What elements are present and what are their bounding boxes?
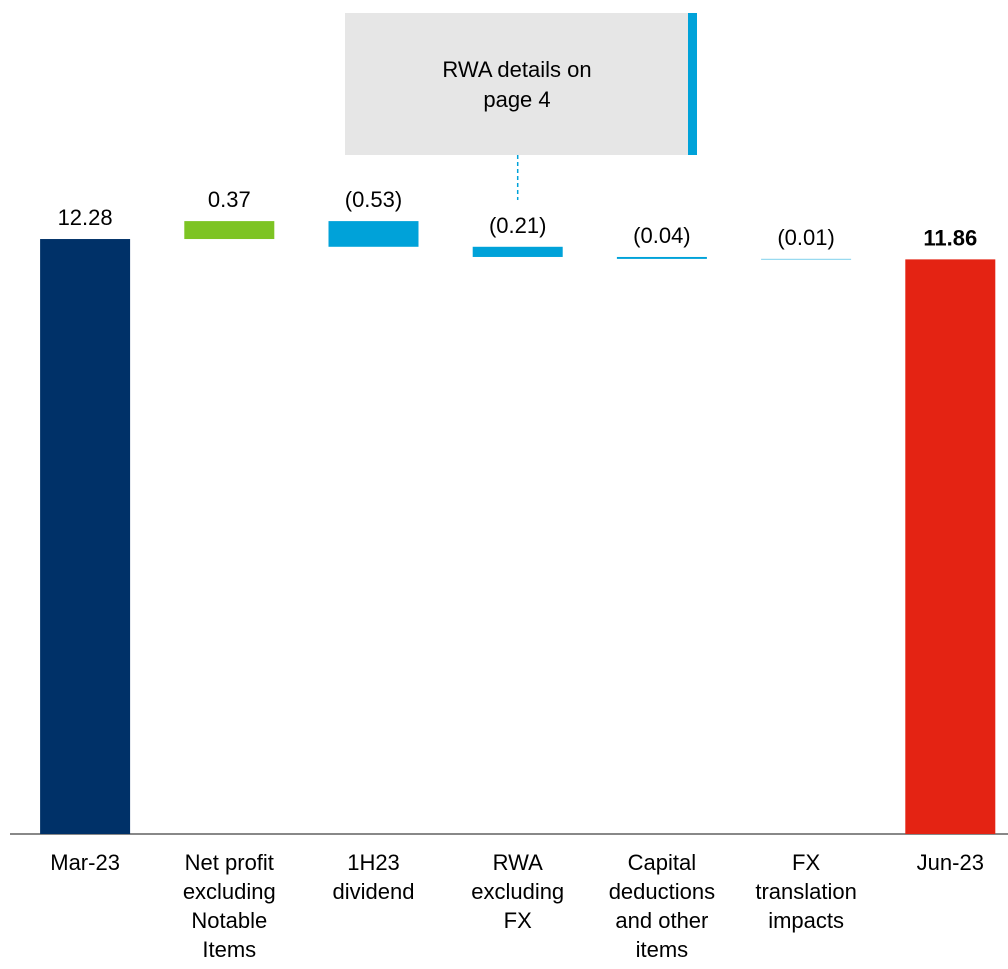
annotation-box xyxy=(345,13,693,155)
value-label: (0.01) xyxy=(777,225,834,250)
value-label: (0.21) xyxy=(489,213,546,238)
annotation-text: RWA details on page 4 xyxy=(442,57,591,112)
bar xyxy=(472,246,563,257)
x-tick-label: RWA excluding FX xyxy=(471,850,564,933)
x-tick-label: 1H23 dividend xyxy=(333,850,415,904)
bar xyxy=(184,221,275,240)
value-label: (0.04) xyxy=(633,223,690,248)
bar xyxy=(40,239,131,834)
x-tick-label: Capital deductions and other items xyxy=(609,850,715,962)
value-label: (0.53) xyxy=(345,187,402,212)
value-label: 0.37 xyxy=(208,187,251,212)
bar xyxy=(616,256,707,259)
x-tick-label: FX translation impacts xyxy=(755,850,857,933)
bar xyxy=(761,258,852,260)
x-tick-label: Jun-23 xyxy=(917,850,984,875)
bar xyxy=(328,221,419,247)
value-label: 11.86 xyxy=(923,225,977,250)
bar xyxy=(905,259,996,834)
value-label: 12.28 xyxy=(58,205,113,230)
x-tick-label: Mar-23 xyxy=(50,850,120,875)
annotation-accent xyxy=(688,13,697,155)
x-tick-label: Net profit excluding Notable Items xyxy=(183,850,276,962)
